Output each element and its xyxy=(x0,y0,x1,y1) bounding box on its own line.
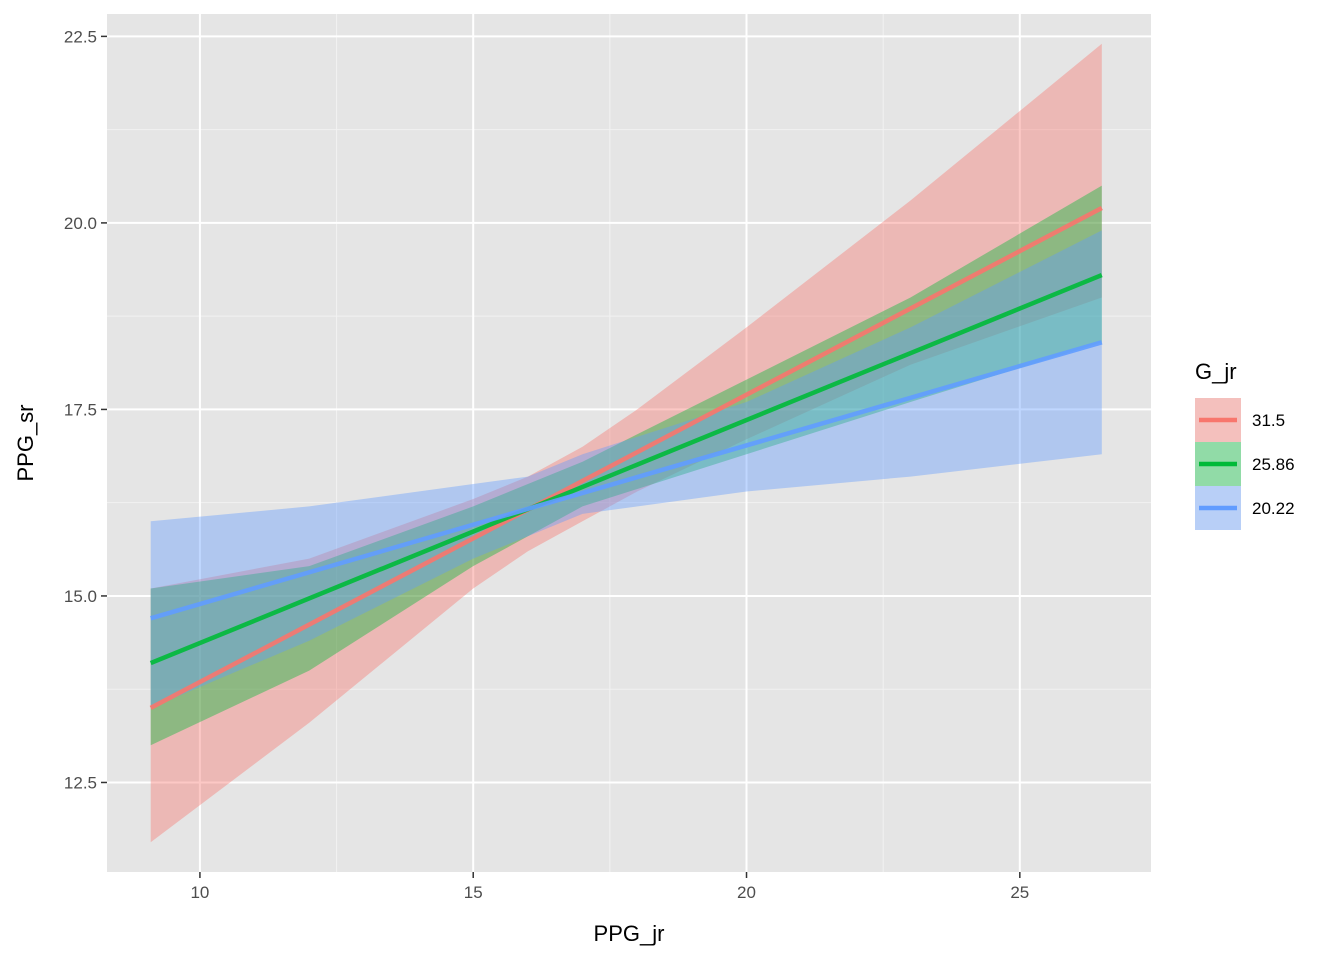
x-tick-label: 25 xyxy=(1010,883,1029,902)
legend-label: 25.86 xyxy=(1252,455,1295,474)
legend: G_jr 31.5 25.86 20.22 xyxy=(1195,359,1295,530)
confidence-band-0 xyxy=(150,43,1102,843)
y-tick-label: 17.5 xyxy=(64,400,97,419)
legend-label: 31.5 xyxy=(1252,411,1285,430)
confidence-band-1 xyxy=(150,185,1102,746)
legend-label: 20.22 xyxy=(1252,499,1295,518)
legend-title: G_jr xyxy=(1195,359,1237,384)
y-tick-label: 22.5 xyxy=(64,27,97,46)
y-axis-title: PPG_sr xyxy=(13,404,38,481)
panel-background xyxy=(107,14,1151,872)
series-line-0 xyxy=(149,206,1103,710)
minor-grid xyxy=(107,14,1151,872)
series-lines xyxy=(149,206,1103,710)
series-line-1 xyxy=(149,273,1103,666)
x-axis-title: PPG_jr xyxy=(594,921,665,946)
series-line-2 xyxy=(150,340,1103,621)
x-tick-label: 15 xyxy=(464,883,483,902)
x-tick-label: 10 xyxy=(190,883,209,902)
y-tick-label: 20.0 xyxy=(64,214,97,233)
y-axis: 12.5 15.0 17.5 20.0 22.5 xyxy=(64,27,107,792)
x-axis: 10 15 20 25 xyxy=(190,872,1029,902)
y-tick-label: 15.0 xyxy=(64,587,97,606)
x-tick-label: 20 xyxy=(737,883,756,902)
major-grid xyxy=(107,14,1151,872)
y-tick-label: 12.5 xyxy=(64,773,97,792)
